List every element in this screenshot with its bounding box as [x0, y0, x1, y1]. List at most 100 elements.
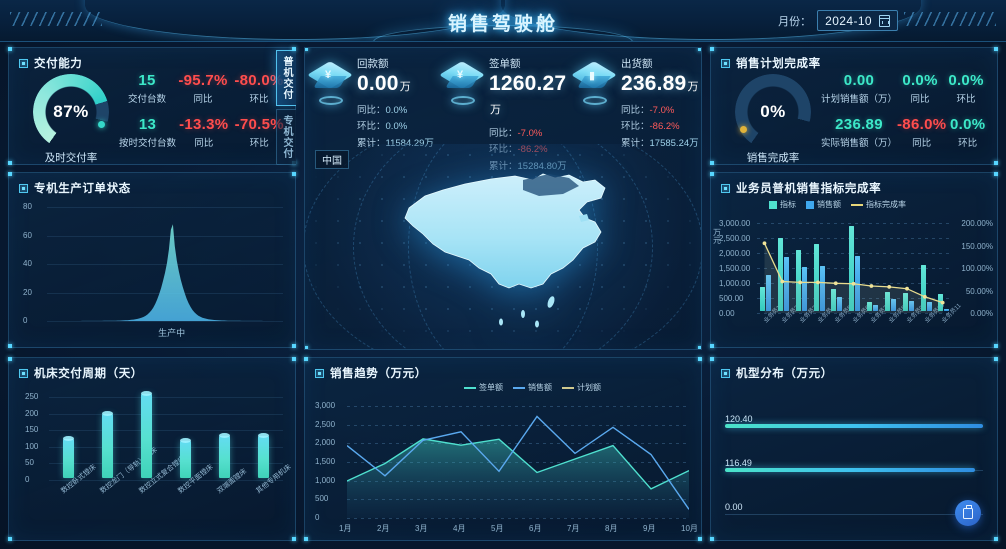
- china-map-area[interactable]: 中国: [305, 144, 701, 349]
- plan-gauge: 0% 销售完成率: [727, 74, 819, 164]
- legend-swatch: [513, 386, 525, 389]
- delivery-metrics: 15 交付台数 -95.7% 同比 -80.0% 环比 13 按时交付台数: [119, 72, 287, 160]
- bullet-icon: [19, 183, 28, 193]
- metric-label: 环比: [249, 94, 269, 105]
- kpi-row-label: 同比：: [489, 127, 518, 139]
- panel-title: 销售趋势（万元）: [315, 365, 427, 381]
- x-tick-label: 4月: [453, 524, 466, 533]
- cube-yuan-icon: ¥: [307, 60, 355, 116]
- china-map-shape[interactable]: [373, 156, 633, 336]
- tab-general-delivery[interactable]: 普机交付: [276, 50, 296, 106]
- bar-amount: [890, 299, 896, 311]
- kpi-card-payment: ¥ 回款额 0.00万 同比：0.0% 环比：0.0% 累计：11584.29万: [305, 56, 437, 172]
- kpi-row-value: 0.0%: [385, 121, 408, 132]
- metric-label: 按时交付台数: [119, 138, 177, 149]
- y-tick-label: 250: [25, 392, 39, 402]
- metric-label: 计划销售额（万）: [821, 94, 898, 105]
- model-row[interactable]: 0.00: [725, 502, 983, 515]
- delivery-gauge: 87% 及时交付率: [25, 74, 117, 164]
- panel-title: 交付能力: [19, 55, 82, 71]
- bar-amount: [801, 266, 807, 311]
- kpi-name: 回款额: [357, 58, 389, 70]
- metric-value: 0.0%: [949, 116, 986, 133]
- model-value-label: 116.49: [725, 458, 752, 468]
- gauge-marker-dot: [740, 126, 747, 133]
- tab-special-delivery[interactable]: 专机交付: [276, 109, 296, 165]
- metric-cell: -86.0% 同比: [897, 116, 946, 160]
- metric-value: 13: [138, 116, 157, 133]
- legend-swatch: [769, 200, 777, 209]
- order-status-title-text: 专机生产订单状态: [34, 183, 131, 195]
- bar-amount: [784, 257, 790, 311]
- bar-growth-icon: ▮: [571, 60, 619, 116]
- gridline: [757, 238, 953, 239]
- cycle-bar-chart[interactable]: 0 50 100 150 200 250 数控卧式镗床 数控龙门（导轨）镗床 数控立式复合镗床数…: [9, 380, 295, 540]
- bullet-icon: [19, 368, 28, 378]
- bullet-icon: [721, 58, 730, 68]
- kpi-name: 出货额: [621, 58, 653, 70]
- bar-amount: [908, 301, 914, 311]
- gridline: [757, 298, 953, 299]
- kpi-unit: 万: [490, 104, 502, 116]
- metric-value: 0.0%: [948, 72, 984, 89]
- model-distribution-chart[interactable]: 120.40 116.49 0.00: [711, 380, 997, 540]
- metric-label: 同比: [193, 94, 213, 105]
- legend-item: 销售额: [513, 382, 552, 393]
- chart-symbol: ▮: [589, 70, 596, 82]
- y-tick-label: 500.00: [719, 294, 744, 303]
- salesperson-indicator-chart[interactable]: 指标 销售额 指标完成率 0.00 500.00 1,000.00 1,500.00 2,00…: [711, 195, 997, 347]
- legend-label: 指标: [780, 200, 796, 209]
- metric-cell: -70.5% 环比: [232, 116, 288, 160]
- metric-label: 同比: [912, 138, 932, 149]
- month-input[interactable]: 2024-10: [817, 10, 898, 31]
- bar: [219, 433, 230, 478]
- sales-trend-chart[interactable]: 签单额 销售额 计划额 0 500 1,000 1,500 2,000 2,500 3,000 1月…: [305, 380, 701, 540]
- gridline: [49, 430, 283, 432]
- legend-item: 指标完成率: [851, 199, 906, 210]
- model-title-text: 机型分布（万元）: [736, 368, 833, 380]
- currency-symbol: ¥: [457, 69, 464, 81]
- y-tick-label: 1,000: [315, 475, 336, 485]
- order-status-chart[interactable]: 0 20 40 60 80 生产中: [9, 195, 295, 347]
- page-title: 销售驾驶舱: [447, 14, 559, 35]
- bar: [258, 432, 269, 478]
- model-row[interactable]: 120.40: [725, 414, 983, 428]
- kpi-row-value: 0.0%: [385, 104, 408, 116]
- gauge-value: 87%: [53, 102, 89, 121]
- kpi-row-value: -7.0%: [649, 104, 675, 116]
- model-track: [725, 514, 983, 515]
- currency-symbol: ¥: [325, 69, 332, 81]
- calendar-icon[interactable]: [879, 14, 890, 27]
- gridline: [49, 446, 283, 448]
- metric-row: 15 交付台数 -95.7% 同比 -80.0% 环比: [119, 72, 287, 116]
- y-tick-label: 80: [23, 202, 32, 211]
- y-tick-label: 2,500: [315, 419, 336, 429]
- legend-swatch: [851, 203, 863, 206]
- bar-amount: [819, 265, 825, 311]
- settings-fab-button[interactable]: [955, 500, 981, 526]
- kpi-row: 累计：11584.29万: [357, 135, 434, 149]
- y-tick-label: 0.00: [719, 309, 735, 318]
- model-value-label: 0.00: [725, 502, 743, 512]
- gridline: [47, 207, 283, 208]
- metric-value: -80.0%: [234, 72, 284, 89]
- gridline: [757, 253, 953, 254]
- x-tick-label: 1月: [339, 524, 352, 533]
- panel-title: 机型分布（万元）: [721, 365, 833, 381]
- delivery-capability-panel: 交付能力 87% 及时交付率 15 交付台数 -95.7% 同比: [8, 47, 296, 165]
- panel-title: 专机生产订单状态: [19, 180, 131, 196]
- model-row[interactable]: 116.49: [725, 458, 983, 472]
- bar: [141, 391, 152, 478]
- model-bar-fill: [725, 468, 975, 472]
- y-tick-label: 1,500.00: [719, 264, 751, 273]
- delivery-side-tabs[interactable]: 普机交付 专机交付: [276, 50, 296, 168]
- legend-swatch: [806, 200, 814, 209]
- month-selector[interactable]: 月份： 2024-10: [778, 10, 898, 31]
- month-label: 月份：: [778, 15, 812, 28]
- model-track: [725, 424, 983, 428]
- model-track: [725, 468, 983, 472]
- sales-plan-completion-panel: 销售计划完成率 0% 销售完成率 0.00 计划销售额（万） 0.0% 同比: [710, 47, 998, 165]
- bar: [180, 437, 191, 478]
- bar-amount: [766, 275, 772, 311]
- kpi-map-panel: ¥ 回款额 0.00万 同比：0.0% 环比：0.0% 累计：11584.29万…: [304, 47, 702, 350]
